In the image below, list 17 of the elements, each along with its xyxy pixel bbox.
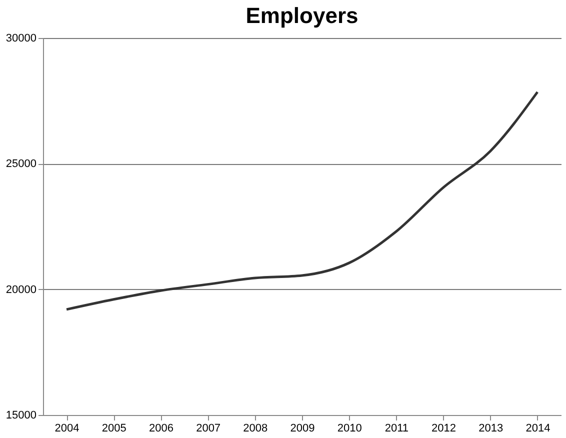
line-series	[65, 90, 539, 311]
x-tick-label: 2013	[478, 422, 504, 434]
chart-title: Employers	[246, 3, 358, 28]
x-tick-label: 2009	[290, 422, 315, 434]
y-tick-label: 20000	[6, 284, 36, 296]
x-tick-label: 2006	[148, 422, 174, 434]
x-tick-label: 2005	[102, 422, 126, 434]
y-tick-label: 25000	[6, 158, 36, 170]
x-tick-label: 2010	[337, 422, 362, 434]
y-tick-label: 30000	[6, 32, 36, 44]
x-tick-label: 2011	[384, 422, 409, 434]
x-tick-label: 2008	[243, 422, 268, 434]
x-tick-label: 2007	[196, 422, 221, 434]
x-tick-label: 2014	[526, 422, 550, 434]
y-tick-label: 15000	[6, 410, 36, 422]
x-tick-label: 2004	[54, 422, 80, 434]
x-tick-label: 2012	[432, 422, 456, 434]
